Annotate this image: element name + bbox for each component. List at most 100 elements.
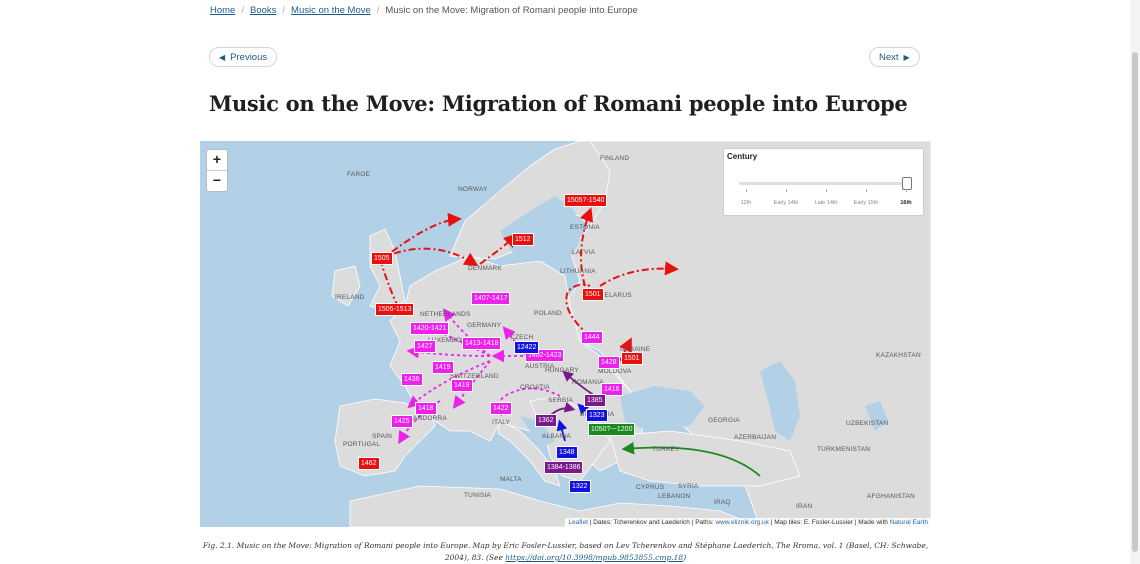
breadcrumb-book[interactable]: Music on the Move	[291, 5, 371, 16]
date-label[interactable]: 1322	[569, 480, 591, 493]
sea-black	[620, 386, 705, 431]
attribution-text: | Map tiles: E. Fosler-Lussier | Made wi…	[768, 519, 890, 526]
slider-tick	[866, 189, 867, 192]
date-label[interactable]: 1505	[371, 252, 393, 265]
sea-baltic	[500, 196, 580, 266]
country-label: AUSTRIA	[525, 363, 555, 370]
date-label[interactable]: 1501	[582, 288, 604, 301]
next-button[interactable]: Next ▶	[869, 47, 920, 67]
date-label[interactable]: 1419	[451, 379, 473, 392]
country-label: CZECH	[510, 334, 534, 341]
century-slider-track[interactable]	[739, 182, 909, 185]
page-title: Music on the Move: Migration of Romani p…	[209, 91, 908, 116]
doi-link[interactable]: https://doi.org/10.3998/mpub.9853855.cmp…	[505, 553, 684, 562]
century-title: Century	[727, 152, 758, 161]
date-label[interactable]: 1418	[415, 402, 437, 415]
date-label[interactable]: 1362	[535, 414, 557, 427]
country-label: BELARUS	[600, 292, 632, 299]
date-label[interactable]: 1422	[490, 402, 512, 415]
path-red-finland	[579, 207, 594, 287]
sea-caspian	[760, 361, 800, 441]
eliznik-link[interactable]: www.eliznik.org.uk	[715, 519, 769, 526]
country-label: NORWAY	[458, 186, 488, 193]
date-label[interactable]: 1505-1513	[375, 303, 415, 316]
country-label: ANDORRA	[413, 415, 447, 422]
country-label: AZERBAIJAN	[734, 434, 777, 441]
date-label[interactable]: 1512	[512, 233, 534, 246]
path-mag-9	[490, 387, 561, 417]
date-label[interactable]: 1050?-~1200	[588, 423, 636, 436]
land-anatolia	[609, 430, 801, 487]
country-label: FINLAND	[600, 155, 630, 162]
land-uk	[369, 228, 406, 312]
country-label: UZBEKISTAN	[846, 420, 889, 427]
breadcrumb-home[interactable]: Home	[210, 5, 236, 16]
date-label[interactable]: 1462	[358, 457, 380, 470]
slider-tick	[826, 189, 827, 192]
path-mag-7	[502, 326, 531, 362]
natural-earth-link[interactable]: Natural Earth	[889, 519, 928, 526]
date-label[interactable]: 1384-1386	[544, 461, 584, 474]
date-label[interactable]: 1436	[401, 373, 423, 386]
country-label: FAROE	[347, 171, 371, 178]
previous-button[interactable]: ◀ Previous	[209, 47, 278, 67]
country-label: SERBIA	[548, 397, 574, 404]
country-label: TURKMENISTAN	[817, 446, 871, 453]
country-label: GERMANY	[467, 322, 502, 329]
slider-tick	[746, 189, 747, 192]
figure-caption: Fig. 2.1. Music on the Move: Migration o…	[200, 540, 931, 564]
breadcrumb-books[interactable]: Books	[249, 5, 277, 16]
date-label[interactable]: 1428	[598, 356, 620, 369]
leaflet-link[interactable]: Leaflet	[568, 519, 588, 526]
date-label[interactable]: 1323	[586, 409, 608, 422]
country-label: SYRIA	[678, 483, 699, 490]
date-label[interactable]: 1444	[581, 331, 603, 344]
map-attribution: Leaflet | Dates: Tcherenkov and Laederic…	[565, 518, 931, 527]
path-green-arrival	[621, 441, 761, 477]
date-label[interactable]: 15057-1540	[564, 194, 608, 207]
breadcrumb-separator: /	[282, 5, 286, 16]
country-label: UKRAINE	[620, 346, 651, 353]
slider-tick-label: Late 14th	[814, 200, 838, 206]
migration-map[interactable]: FINLAND FAROE NORWAY ESTONIA LATVIA LITH…	[200, 141, 931, 527]
country-label: GEORGIA	[708, 417, 740, 424]
date-label[interactable]: 1419	[432, 361, 454, 374]
date-label[interactable]: 1427	[414, 340, 436, 353]
date-label[interactable]: 12422	[514, 341, 540, 354]
country-label: TUNISIA	[464, 492, 492, 499]
zoom-in-button[interactable]: +	[212, 151, 222, 167]
slider-tick-label: Early 14th	[773, 200, 799, 206]
country-label: TURKEY	[652, 446, 680, 453]
country-label: LITHUANIA	[560, 268, 596, 275]
country-label: AFGHANISTAN	[867, 493, 915, 500]
page-scrollbar[interactable]	[1130, 0, 1140, 564]
century-slider-handle[interactable]	[902, 177, 912, 190]
country-label: CYPRUS	[636, 484, 665, 491]
country-label: MALTA	[500, 476, 522, 483]
date-label[interactable]: 1425	[391, 415, 413, 428]
date-label[interactable]: 1407-1417	[471, 292, 511, 305]
chevron-right-icon: ▶	[903, 52, 910, 62]
date-label[interactable]: 1501	[621, 352, 643, 365]
map-basemap	[331, 141, 931, 527]
country-label: SWITZERLAND	[450, 373, 499, 380]
path-mag-1	[442, 308, 491, 357]
date-label[interactable]: 1413-1418	[462, 337, 502, 350]
date-label[interactable]: 1416	[601, 383, 623, 396]
date-label[interactable]: 1348	[556, 446, 578, 459]
slider-tick-label: Early 15th	[853, 200, 879, 206]
country-label: PORTUGAL	[343, 441, 381, 448]
date-label[interactable]: 1385	[584, 394, 606, 407]
path-red-russia	[599, 261, 679, 287]
country-label: ESTONIA	[570, 224, 600, 231]
country-label: SPAIN	[372, 433, 393, 440]
path-blu-1	[556, 419, 568, 442]
country-label: NETHERLANDS	[420, 311, 471, 318]
scrollbar-thumb[interactable]	[1132, 52, 1138, 552]
date-label[interactable]: 1420-1421	[410, 322, 450, 335]
country-label: DENMARK	[468, 265, 502, 272]
zoom-out-button[interactable]: −	[207, 170, 227, 191]
century-slider-panel: Century 12th Early 14th Late 14th Early …	[723, 148, 924, 216]
country-label: HUNGARY	[545, 367, 579, 374]
breadcrumb-current: Music on the Move: Migration of Romani p…	[385, 5, 638, 16]
